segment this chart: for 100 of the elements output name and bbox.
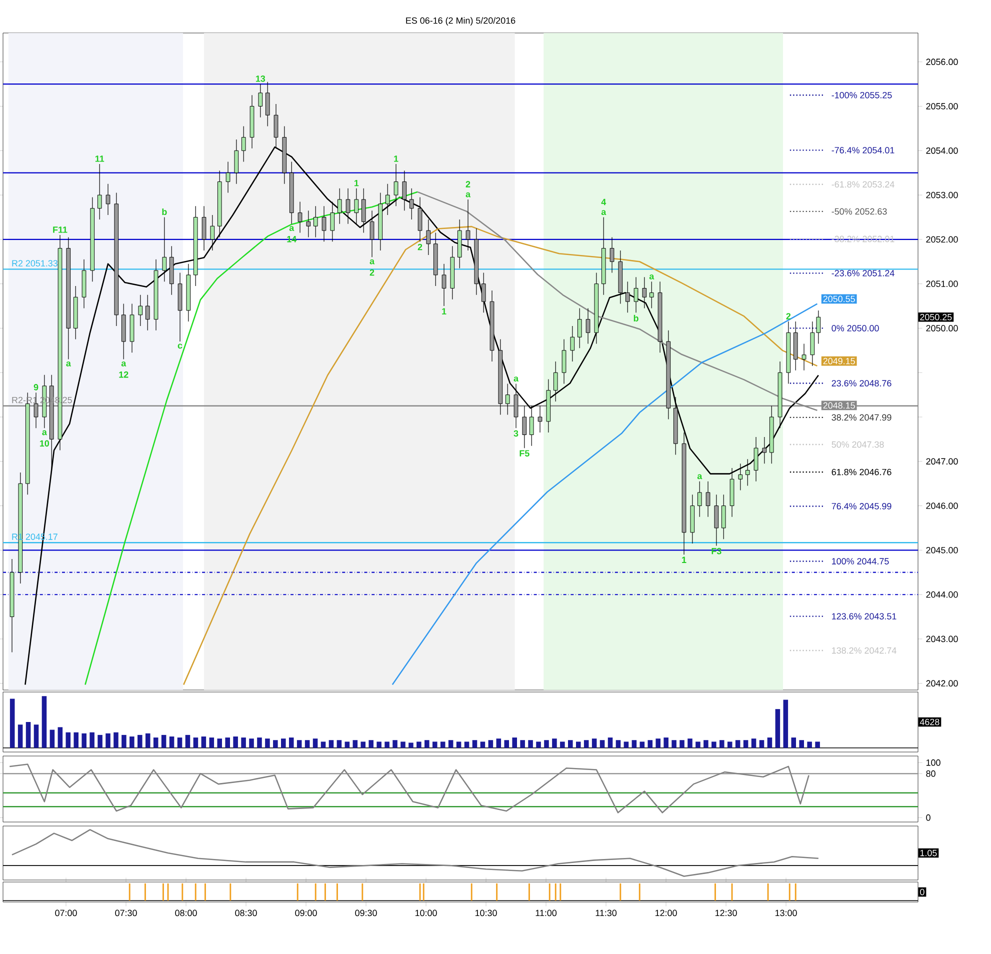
- x-tick-label: 07:30: [115, 910, 137, 916]
- y-tick-label: 2054.00: [926, 147, 958, 154]
- bar: [680, 740, 684, 748]
- bar: [288, 738, 294, 748]
- annotation: 13: [256, 75, 266, 82]
- annotation: F11: [53, 226, 68, 233]
- candlestick: [538, 406, 542, 433]
- x-tick-label: 08:00: [175, 910, 197, 916]
- bar: [145, 733, 150, 748]
- line-series: [182, 226, 818, 686]
- bar: [249, 738, 254, 748]
- candlestick: [562, 339, 566, 384]
- annotation: 1: [394, 156, 398, 162]
- candlestick: [337, 188, 342, 224]
- bar: [424, 740, 430, 748]
- bar: [632, 740, 637, 748]
- candlestick: [514, 383, 518, 428]
- x-tick-label: 11:00: [536, 910, 557, 916]
- bar: [209, 738, 214, 748]
- bar: [328, 740, 334, 748]
- bar: [368, 740, 374, 748]
- bar: [384, 742, 390, 748]
- candlestick: [810, 321, 815, 366]
- y-tick-label: 2052.00: [926, 236, 958, 243]
- bar: [480, 742, 486, 748]
- candlestick: [394, 164, 398, 206]
- bar: [257, 738, 262, 748]
- x-tick-label: 09:00: [295, 910, 317, 916]
- bar: [496, 738, 502, 748]
- text: 0: [920, 888, 924, 896]
- bar: [568, 740, 573, 748]
- candlestick: [505, 383, 510, 416]
- annotation: a: [697, 474, 702, 480]
- bar: [352, 740, 358, 748]
- bar: [544, 740, 549, 748]
- candlestick: [634, 276, 638, 313]
- candlestick: [306, 210, 311, 238]
- candlestick: [106, 184, 110, 216]
- x-tick-label: 09:30: [355, 910, 377, 916]
- x-tick-label: 11:30: [596, 910, 617, 916]
- annotation: 2: [786, 313, 791, 320]
- annotation: b: [634, 314, 638, 322]
- bar: [735, 740, 740, 748]
- ref-line-label: 100% 2044.75: [832, 558, 889, 564]
- annotation: a: [121, 361, 126, 366]
- bar: [512, 738, 517, 748]
- annotation: 2: [466, 181, 470, 188]
- candlestick: [816, 310, 821, 344]
- bar: [799, 740, 804, 748]
- y-tick-label: 100: [926, 759, 940, 766]
- bar: [98, 734, 102, 748]
- bar: [624, 742, 629, 748]
- annotation: 1: [442, 308, 446, 314]
- candlestick: [649, 281, 654, 309]
- bar: [241, 738, 246, 748]
- y-tick-label: 2056.00: [926, 58, 958, 66]
- bar: [74, 732, 79, 748]
- annotation: 11: [95, 156, 104, 162]
- bar: [640, 742, 645, 748]
- bar: [265, 738, 270, 748]
- annotation: a: [649, 274, 654, 280]
- bar: [130, 736, 134, 748]
- y-tick-label: 2055.00: [926, 103, 958, 110]
- bar: [273, 740, 278, 748]
- y-tick-label: 2043.00: [926, 636, 958, 642]
- bar: [704, 740, 708, 748]
- candlestick: [610, 236, 614, 274]
- candlestick: [466, 199, 470, 251]
- bar: [304, 740, 310, 748]
- ref-line-label: -50% 2052.63: [832, 208, 887, 215]
- bar: [26, 722, 31, 748]
- bar: [225, 738, 230, 748]
- candlestick: [97, 164, 102, 220]
- y-tick-label: 2046.00: [926, 502, 958, 509]
- annotation: a: [601, 210, 606, 216]
- bar: [392, 740, 398, 748]
- bar: [34, 724, 39, 748]
- bar: [743, 740, 748, 748]
- bar: [727, 742, 732, 748]
- candlestick: [570, 326, 575, 362]
- bar: [185, 734, 190, 748]
- y-tick-label: 2042.00: [926, 680, 958, 687]
- bar: [90, 732, 94, 748]
- bar: [66, 732, 71, 748]
- candlestick: [642, 276, 647, 309]
- y-tick-label: 2044.00: [926, 591, 958, 598]
- annotation: a: [289, 226, 294, 231]
- bar: [201, 736, 206, 748]
- annotation: a: [66, 361, 71, 366]
- candlestick: [313, 206, 318, 238]
- bar: [400, 742, 406, 748]
- y-tick-label: 2045.00: [926, 546, 958, 554]
- y-tick-label: 80: [926, 770, 936, 777]
- bar: [576, 742, 581, 748]
- bar: [791, 738, 796, 748]
- annotation: 2: [418, 244, 422, 250]
- candlestick: [210, 214, 215, 251]
- ref-line-label: 23.6% 2048.76: [832, 380, 892, 386]
- data-label: 2050.55: [823, 296, 855, 302]
- candlestick: [409, 188, 414, 220]
